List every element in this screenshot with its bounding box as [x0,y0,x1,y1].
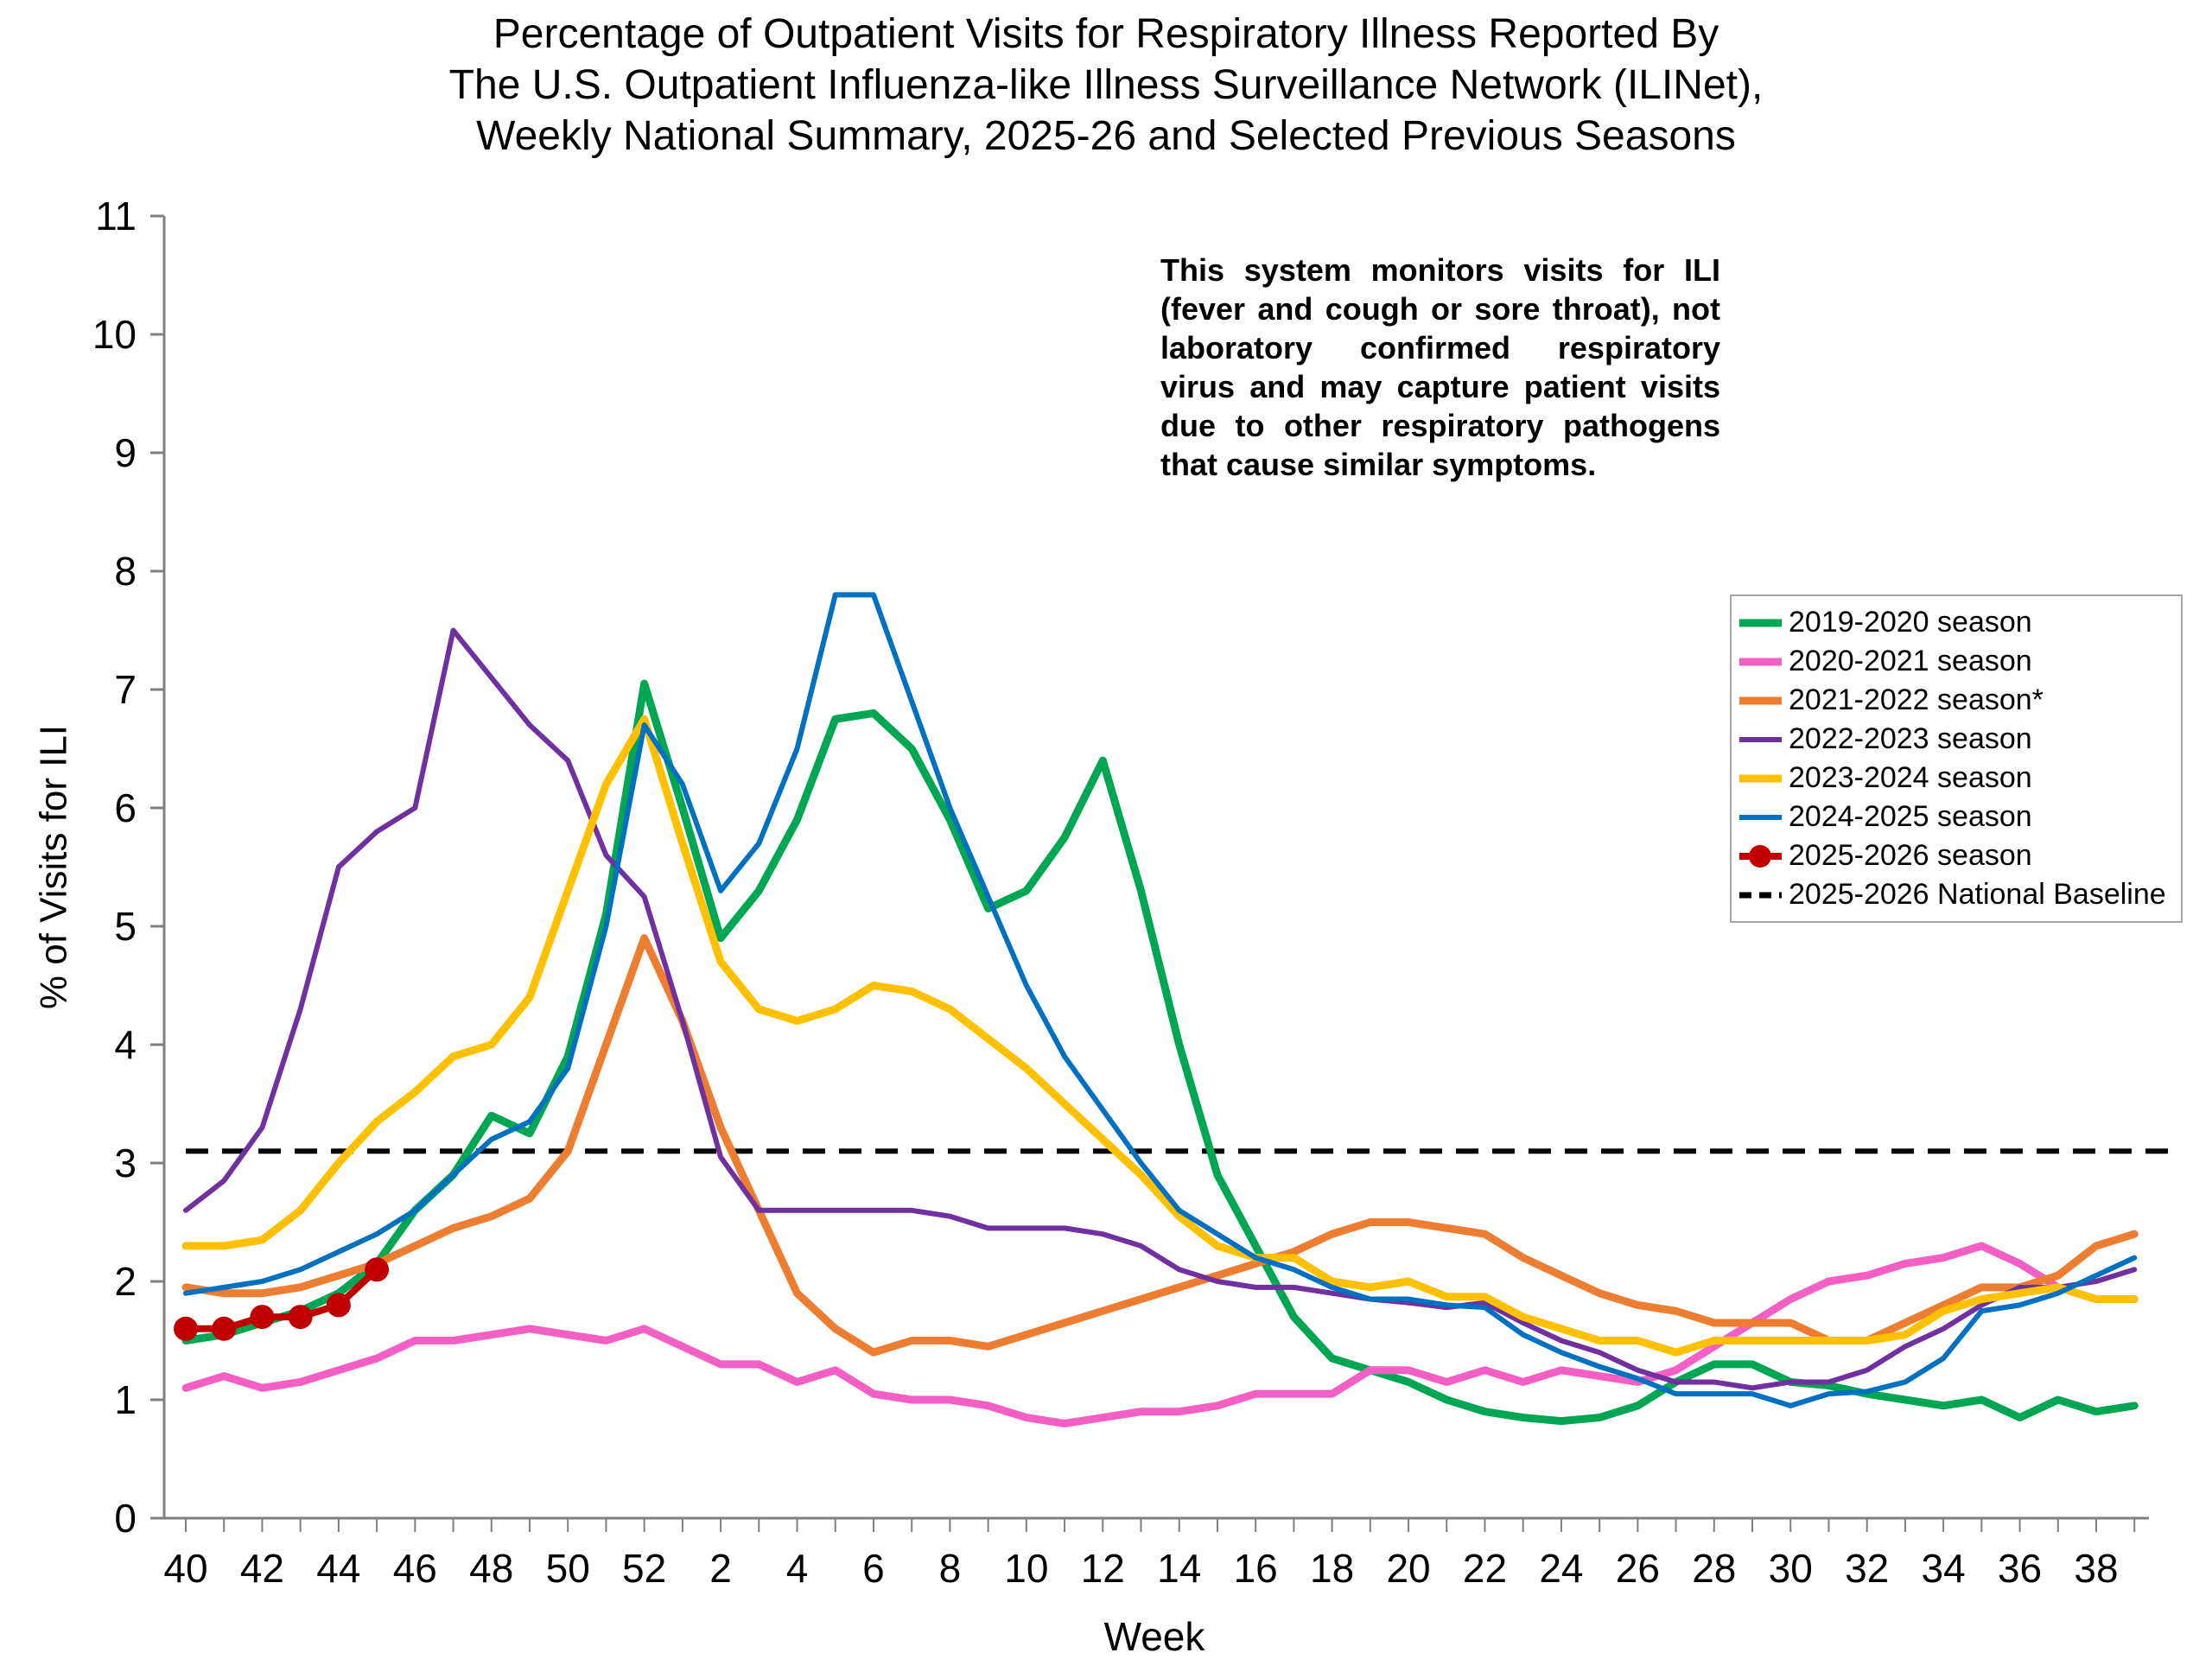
legend-line-swatch [1739,774,1782,782]
series-marker-2025-2026-season [250,1305,275,1330]
y-tick-label: 5 [114,904,137,949]
x-tick-label: 2 [709,1546,732,1591]
y-axis-title: % of Visits for ILI [33,725,75,1009]
y-tick-label: 1 [114,1377,137,1422]
x-tick-label: 4 [786,1546,809,1591]
x-tick-label: 18 [1310,1546,1354,1591]
legend-line-swatch [1739,658,1782,665]
chart-title-line-1: Percentage of Outpatient Visits for Resp… [493,11,1719,57]
y-tick-label: 9 [114,430,137,475]
x-tick-label: 10 [1004,1546,1048,1591]
x-tick-label: 22 [1463,1546,1507,1591]
legend-item: 2019-2020 season [1738,603,2176,642]
x-axis-title: Week [1104,1614,1206,1659]
chart-title-line-3: Weekly National Summary, 2025-26 and Sel… [476,113,1736,159]
legend-label: 2020-2021 season [1789,645,2032,677]
x-tick-label: 50 [546,1546,590,1591]
y-tick-label: 0 [114,1496,137,1541]
x-tick-label: 28 [1692,1546,1736,1591]
series-line-2024-2025-season [183,592,2138,1408]
x-tick-label: 20 [1386,1546,1430,1591]
y-tick-label: 11 [95,194,137,238]
y-tick-label: 3 [114,1141,137,1185]
series-line-2023-2024-season [181,715,2139,1357]
x-tick-label: 32 [1845,1546,1889,1591]
x-tick-label: 14 [1157,1546,1201,1591]
y-tick-label: 4 [114,1022,137,1067]
legend-label: 2022-2023 season [1789,722,2032,755]
series-line-2020-2021-season [181,1242,2139,1427]
legend-item: 2021-2022 season* [1738,681,2176,720]
x-tick-label: 36 [1998,1546,2042,1591]
legend-item: 2022-2023 season [1738,720,2176,759]
legend-dashed-swatch [1739,892,1782,898]
x-tick-label: 8 [939,1546,962,1591]
x-tick-label: 30 [1769,1546,1813,1591]
legend-label: 2019-2020 season [1789,606,2032,639]
x-tick-label: 52 [622,1546,666,1591]
legend-item: 2024-2025 season [1738,798,2176,836]
legend-label: 2025-2026 season [1789,839,2032,872]
chart-title: Percentage of Outpatient Visits for Resp… [0,9,2212,162]
legend-item: 2025-2026 National Baseline [1738,875,2176,914]
y-tick-label: 7 [114,667,137,712]
x-tick-label: 24 [1539,1546,1583,1591]
series-marker-2025-2026-season [326,1293,351,1318]
y-tick-label: 8 [114,549,137,594]
series-marker-2025-2026-season [174,1316,198,1341]
legend-label: 2021-2022 season* [1789,683,2044,716]
chart-title-line-2: The U.S. Outpatient Influenza-like Illne… [448,62,1764,108]
legend-label: 2025-2026 National Baseline [1789,878,2166,911]
legend-line-swatch [1739,736,1782,742]
legend-line-swatch [1739,619,1782,626]
x-tick-label: 16 [1234,1546,1278,1591]
legend-line-swatch [1739,696,1782,704]
y-tick-label: 10 [92,312,137,357]
y-tick-label: 6 [114,785,137,830]
legend-item: 2023-2024 season [1738,759,2176,798]
legend-item: 2020-2021 season [1738,642,2176,681]
x-tick-label: 38 [2074,1546,2118,1591]
x-tick-label: 26 [1616,1546,1660,1591]
legend-label: 2024-2025 season [1789,800,2032,833]
legend-label: 2023-2024 season [1789,761,2032,794]
series-marker-2025-2026-season [212,1316,237,1341]
series-line-2021-2022-season- [181,934,2139,1357]
series-marker-2025-2026-season [365,1257,390,1282]
x-tick-label: 40 [163,1546,207,1591]
x-tick-label: 34 [1922,1546,1966,1591]
x-tick-label: 6 [862,1546,885,1591]
series-line-2022-2023-season [183,627,2138,1391]
y-tick-label: 2 [114,1259,137,1304]
x-tick-label: 44 [316,1546,360,1591]
legend-marker-swatch [1739,844,1782,868]
series-marker-2025-2026-season [288,1305,313,1330]
legend-item: 2025-2026 season [1738,836,2176,875]
x-tick-label: 42 [240,1546,284,1591]
chart-annotation: This system monitors visits for ILI (fev… [1160,252,1720,482]
chart-legend: 2019-2020 season 2020-2021 season 2021-202… [1730,594,2183,923]
legend-line-swatch [1739,814,1782,820]
x-tick-label: 12 [1081,1546,1125,1591]
x-tick-label: 46 [393,1546,437,1591]
x-tick-label: 48 [469,1546,513,1591]
